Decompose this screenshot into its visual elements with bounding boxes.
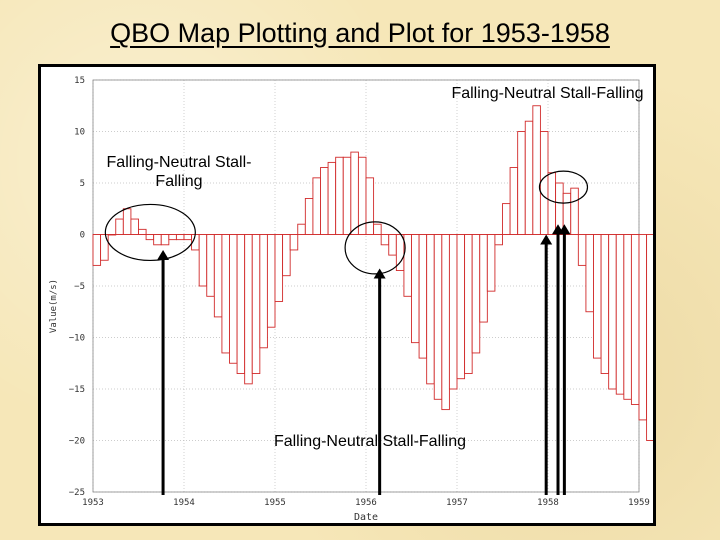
bar [274,234,284,302]
bar [479,234,488,323]
arrowhead [373,268,386,279]
bar [282,234,291,277]
bar [145,234,155,241]
bar [456,234,466,380]
x-tick-label: 1953 [82,498,104,508]
x-tick-label: 1954 [173,498,195,508]
bar [411,234,420,344]
bar [593,234,602,359]
y-tick-label: −5 [74,282,85,292]
y-tick-label: 0 [80,231,85,241]
y-tick-label: −20 [69,437,85,447]
bar [175,234,185,241]
bar [206,234,215,297]
bar [524,120,534,235]
bar [638,234,648,421]
bar [244,234,253,385]
bar [426,234,435,385]
bar [320,167,329,235]
bar [92,234,102,266]
bar [342,156,352,235]
bar [168,234,177,241]
bar [107,234,117,236]
x-tick-label: 1958 [537,498,559,508]
arrowhead [540,234,553,245]
bar [183,234,193,241]
bar [312,177,321,235]
slide-title: QBO Map Plotting and Plot for 1953-1958 [110,18,610,48]
bar [502,203,511,235]
annotation-bottom: Falling-Neutral Stall-Falling [273,433,467,450]
bar [153,234,162,246]
bar [100,234,109,261]
arrowhead [157,249,170,260]
highlight-circle [538,170,589,204]
bar [236,234,246,375]
bar [160,234,170,246]
bar [486,234,496,292]
bar [259,234,268,349]
bar [471,234,481,354]
bar [585,234,594,313]
chart-frame: 15 10 5 0 −5 −10 −15 −20 −25 1953 1954 1955 1956 195… [38,64,656,526]
arrowhead [558,224,571,235]
bar [335,156,344,235]
annotation-left: Falling-Neutral Stall-Falling [106,154,252,190]
y-tick-label: 10 [74,128,85,138]
y-tick-label: 15 [74,76,85,86]
bar [646,234,653,441]
bar [608,234,617,390]
bar [138,228,147,235]
y-tick-label: 5 [80,179,85,189]
highlight-circle [344,221,406,275]
bar [418,234,428,359]
qbo-bar-chart: 15 10 5 0 −5 −10 −15 −20 −25 1953 1954 1955 1956 195… [41,67,653,523]
bar [630,234,640,405]
y-axis-label: Value(m/s) [49,279,59,333]
bar [539,131,549,235]
y-tick-label: −25 [69,488,85,498]
y-tick-label: −10 [69,334,85,344]
bar [615,234,625,395]
bar [122,208,132,235]
bar [532,105,541,235]
bar [433,234,443,400]
bar [547,172,557,235]
bar [577,234,587,266]
x-tick-label: 1955 [264,498,286,508]
x-tick-label: 1956 [355,498,377,508]
bar [570,187,579,235]
bar [304,197,314,235]
bar [266,234,276,328]
bar [327,161,337,235]
annotation-right: Falling-Neutral Stall-Falling [451,85,644,102]
x-tick-label: 1957 [446,498,468,508]
x-tick-label: 1959 [628,498,650,508]
bar [213,234,223,318]
bar [289,234,299,251]
bar [509,167,519,235]
bar [198,234,208,287]
bar [365,177,375,235]
bar [448,234,458,390]
bar [115,218,124,235]
highlight-circle [104,203,196,262]
bar [600,234,610,375]
bar [464,234,473,375]
bar [441,234,450,411]
bar [380,234,390,246]
bar [494,234,503,246]
bar [350,151,359,235]
y-tick-label: −15 [69,385,85,395]
bar [623,234,632,400]
bar [388,234,397,256]
bar [517,131,526,235]
bar [221,234,230,354]
bar [130,218,139,235]
bar [229,234,238,364]
bar [251,234,261,375]
bar [297,223,306,235]
x-axis-label: Date [354,512,378,523]
bar [373,223,382,235]
